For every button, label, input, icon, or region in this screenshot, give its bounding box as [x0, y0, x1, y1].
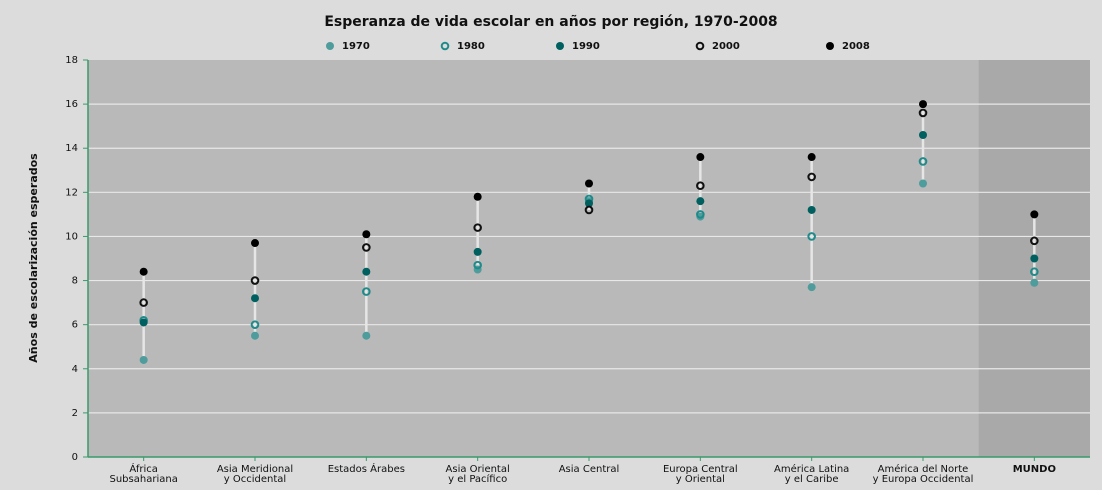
dot [696, 153, 705, 162]
dot [807, 172, 816, 182]
dot [251, 239, 259, 248]
label-line: y Oriental [676, 474, 725, 485]
label-line: América del Norte [878, 463, 969, 475]
label-line: África [129, 462, 158, 475]
dot [362, 331, 371, 340]
label-line: MUNDO [1013, 464, 1056, 475]
dot [807, 232, 816, 241]
x-tick-label: Asia Meridional y Occidental [217, 464, 293, 485]
x-tick-label: África Subsahariana [110, 462, 178, 485]
dot [139, 267, 148, 276]
dot [585, 179, 593, 188]
label-line: Asia Central [559, 464, 620, 475]
label-line: Subsahariana [110, 474, 178, 485]
dot [139, 318, 148, 327]
label-line: y el Caribe [785, 474, 839, 485]
legend-label: 1980 [457, 41, 485, 52]
y-tick-label: 18 [65, 55, 78, 66]
y-tick-label: 12 [65, 187, 78, 198]
dot [139, 298, 148, 307]
dot [807, 153, 816, 162]
x-tick-label: Asia Oriental y el Pacífico [446, 464, 510, 485]
dot [807, 205, 816, 214]
dot [919, 130, 927, 139]
dot [919, 100, 927, 109]
x-tick-label: Asia Central [559, 464, 620, 475]
legend-marker [326, 42, 334, 50]
label-line: Asia Meridional [217, 464, 293, 475]
dot [473, 192, 482, 201]
legend-label: 2008 [842, 41, 870, 52]
dot [585, 199, 593, 208]
x-tick-label: Estados Árabes [328, 462, 405, 475]
dot [807, 283, 816, 292]
y-tick-label: 16 [65, 99, 78, 110]
label-line: Asia Oriental [446, 464, 510, 475]
label-line: América Latina [774, 463, 849, 475]
legend-marker [695, 41, 705, 51]
dot [473, 260, 482, 270]
x-tick-label: América Latina y el Caribe [774, 463, 849, 485]
legend-label: 1970 [342, 41, 370, 52]
dot [1030, 267, 1039, 277]
dot [362, 230, 371, 239]
dot [696, 197, 705, 206]
dot [250, 276, 260, 285]
y-tick-label: 10 [65, 231, 78, 242]
dot [919, 179, 927, 188]
dot [473, 223, 482, 232]
legend-label: 1990 [572, 41, 600, 52]
label-line: y Occidental [224, 474, 286, 485]
label-line: Europa Central [663, 464, 738, 475]
dot [1030, 254, 1039, 263]
dot [696, 181, 705, 191]
dot [584, 205, 594, 215]
dot [1030, 278, 1039, 287]
y-tick-label: 2 [72, 408, 78, 419]
chart-title: Esperanza de vida escolar en años por re… [324, 14, 777, 30]
dot [250, 320, 260, 329]
label-line: y el Pacífico [448, 473, 507, 485]
x-tick-label: América del Norte y Europa Occidental [873, 463, 974, 485]
dot [696, 210, 705, 219]
dot [362, 267, 371, 276]
y-tick-label: 4 [72, 364, 78, 375]
legend-marker [556, 42, 564, 50]
legend-marker [826, 42, 834, 50]
y-tick-label: 14 [65, 143, 78, 154]
plot-area [88, 60, 1090, 457]
y-tick-label: 8 [72, 276, 78, 287]
dot [918, 108, 928, 118]
dot [362, 287, 371, 296]
y-tick-label: 6 [72, 320, 78, 331]
legend-label: 2000 [712, 41, 740, 52]
dot [362, 243, 371, 252]
legend-marker [440, 41, 450, 51]
dot [918, 157, 928, 166]
x-tick-label: Europa Central y Oriental [663, 464, 738, 485]
dot [251, 294, 259, 303]
dot [696, 212, 705, 221]
label-line: Estados Árabes [328, 462, 405, 475]
dot [1030, 236, 1039, 246]
dot [473, 247, 482, 256]
dot [251, 331, 259, 340]
x-tick-label: MUNDO [1013, 464, 1056, 475]
y-tick-label: 0 [72, 452, 78, 463]
y-axis-label: Años de escolarización esperados [27, 153, 40, 363]
dot [139, 355, 148, 364]
label-line: y Europa Occidental [873, 474, 974, 485]
dot [1030, 210, 1039, 219]
